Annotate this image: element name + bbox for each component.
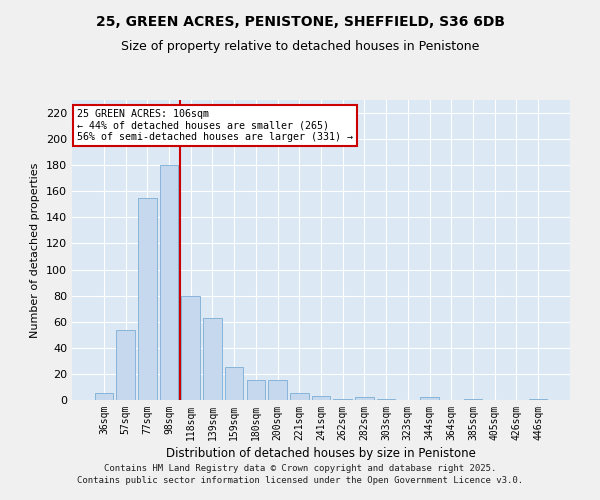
Bar: [355, 398, 374, 400]
X-axis label: Distribution of detached houses by size in Penistone: Distribution of detached houses by size …: [166, 447, 476, 460]
Bar: [377, 398, 395, 400]
Bar: [312, 396, 330, 400]
Text: 25, GREEN ACRES, PENISTONE, SHEFFIELD, S36 6DB: 25, GREEN ACRES, PENISTONE, SHEFFIELD, S…: [95, 15, 505, 29]
Bar: [529, 398, 547, 400]
Text: 25 GREEN ACRES: 106sqm
← 44% of detached houses are smaller (265)
56% of semi-de: 25 GREEN ACRES: 106sqm ← 44% of detached…: [77, 109, 353, 142]
Bar: [138, 198, 157, 400]
Bar: [464, 398, 482, 400]
Text: Contains HM Land Registry data © Crown copyright and database right 2025.
Contai: Contains HM Land Registry data © Crown c…: [77, 464, 523, 485]
Bar: [160, 165, 178, 400]
Bar: [247, 380, 265, 400]
Bar: [225, 368, 244, 400]
Bar: [334, 398, 352, 400]
Bar: [116, 330, 135, 400]
Bar: [203, 318, 221, 400]
Bar: [268, 380, 287, 400]
Text: Size of property relative to detached houses in Penistone: Size of property relative to detached ho…: [121, 40, 479, 53]
Bar: [181, 296, 200, 400]
Bar: [290, 394, 308, 400]
Bar: [421, 398, 439, 400]
Y-axis label: Number of detached properties: Number of detached properties: [31, 162, 40, 338]
Bar: [95, 394, 113, 400]
